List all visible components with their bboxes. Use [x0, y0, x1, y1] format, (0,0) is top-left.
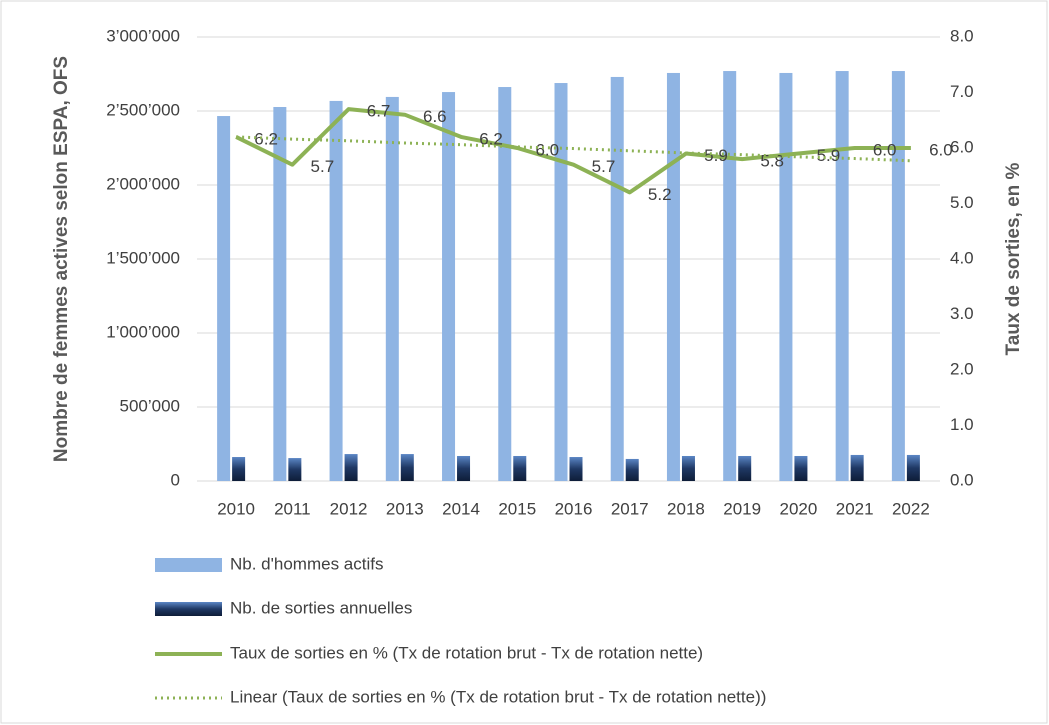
y2-tick-label: 6.0 — [950, 137, 974, 156]
bar — [610, 76, 624, 482]
x-tick-label: 2015 — [498, 499, 536, 518]
x-tick-label: 2011 — [274, 499, 311, 518]
y-tick-label: 1’500’000 — [106, 248, 180, 267]
data-label: 6.2 — [479, 129, 503, 148]
bar — [738, 455, 752, 481]
y2-axis-title: Taux de sorties, en % — [1003, 162, 1024, 355]
legend-label: Linear (Taux de sorties en % (Tx de rota… — [230, 687, 766, 706]
bar — [666, 72, 680, 482]
y2-tick-label: 8.0 — [950, 26, 974, 45]
bar — [457, 455, 471, 481]
y-tick-label: 2’500’000 — [106, 100, 180, 119]
legend-label: Nb. d'hommes actifs — [230, 554, 383, 573]
y2-tick-label: 0.0 — [950, 470, 974, 489]
y2-tick-label: 1.0 — [950, 415, 974, 434]
x-tick-label: 2016 — [555, 499, 593, 518]
bar — [625, 458, 639, 481]
y-tick-label: 2’000’000 — [106, 174, 180, 193]
data-label: 6.7 — [367, 102, 391, 121]
bar — [850, 454, 864, 481]
y2-tick-label: 4.0 — [950, 248, 974, 267]
x-tick-label: 2014 — [442, 499, 480, 518]
data-label: 6.6 — [423, 107, 447, 126]
data-label: 5.9 — [817, 146, 841, 165]
bar — [442, 92, 456, 481]
y2-tick-label: 3.0 — [950, 304, 974, 323]
data-label: 5.9 — [704, 146, 728, 165]
bar — [554, 83, 568, 481]
bar — [329, 100, 343, 481]
bar — [569, 457, 583, 481]
bar — [273, 107, 287, 481]
data-label: 6.0 — [929, 140, 953, 159]
x-tick-label: 2019 — [723, 499, 761, 518]
bar — [288, 458, 302, 481]
legend-label: Nb. de sorties annuelles — [230, 598, 412, 617]
legend-swatch — [155, 558, 222, 572]
y2-tick-label: 7.0 — [950, 82, 974, 101]
y-tick-label: 3’000’000 — [106, 26, 180, 45]
x-tick-label: 2017 — [611, 499, 649, 518]
bar — [779, 72, 793, 482]
y-axis-title: Nombre de femmes actives selon ESPA, OFS — [51, 56, 72, 462]
bar — [835, 71, 849, 481]
trend-line — [236, 135, 911, 163]
x-tick-label: 2021 — [836, 499, 874, 518]
y2-tick-label: 2.0 — [950, 359, 974, 378]
bar — [232, 457, 246, 481]
bar — [681, 455, 695, 481]
legend-swatch — [155, 602, 222, 616]
data-label: 6.0 — [873, 140, 897, 159]
y2-tick-label: 5.0 — [950, 193, 974, 212]
bar — [217, 116, 231, 482]
bar — [498, 87, 512, 482]
bar — [385, 96, 399, 481]
bar — [344, 454, 358, 481]
data-label: 5.8 — [760, 152, 784, 171]
bar — [906, 454, 920, 481]
y-tick-label: 1’000’000 — [106, 322, 180, 341]
line — [235, 107, 911, 195]
data-label: 5.7 — [311, 157, 335, 176]
data-label: 5.7 — [592, 157, 616, 176]
x-tick-label: 2013 — [386, 499, 424, 518]
x-tick-label: 2018 — [667, 499, 705, 518]
y-tick-label: 0 — [171, 470, 180, 489]
x-tick-label: 2010 — [217, 499, 255, 518]
legend-label: Taux de sorties en % (Tx de rotation bru… — [230, 643, 703, 662]
bar — [891, 71, 905, 481]
bar — [400, 454, 414, 481]
data-label: 5.2 — [648, 185, 672, 204]
x-tick-label: 2022 — [892, 499, 930, 518]
bar — [723, 71, 737, 481]
bar — [794, 455, 808, 481]
data-label: 6.0 — [535, 140, 559, 159]
y-tick-label: 500’000 — [119, 396, 180, 415]
x-tick-label: 2012 — [330, 499, 368, 518]
x-tick-label: 2020 — [780, 499, 818, 518]
bar — [513, 455, 527, 481]
